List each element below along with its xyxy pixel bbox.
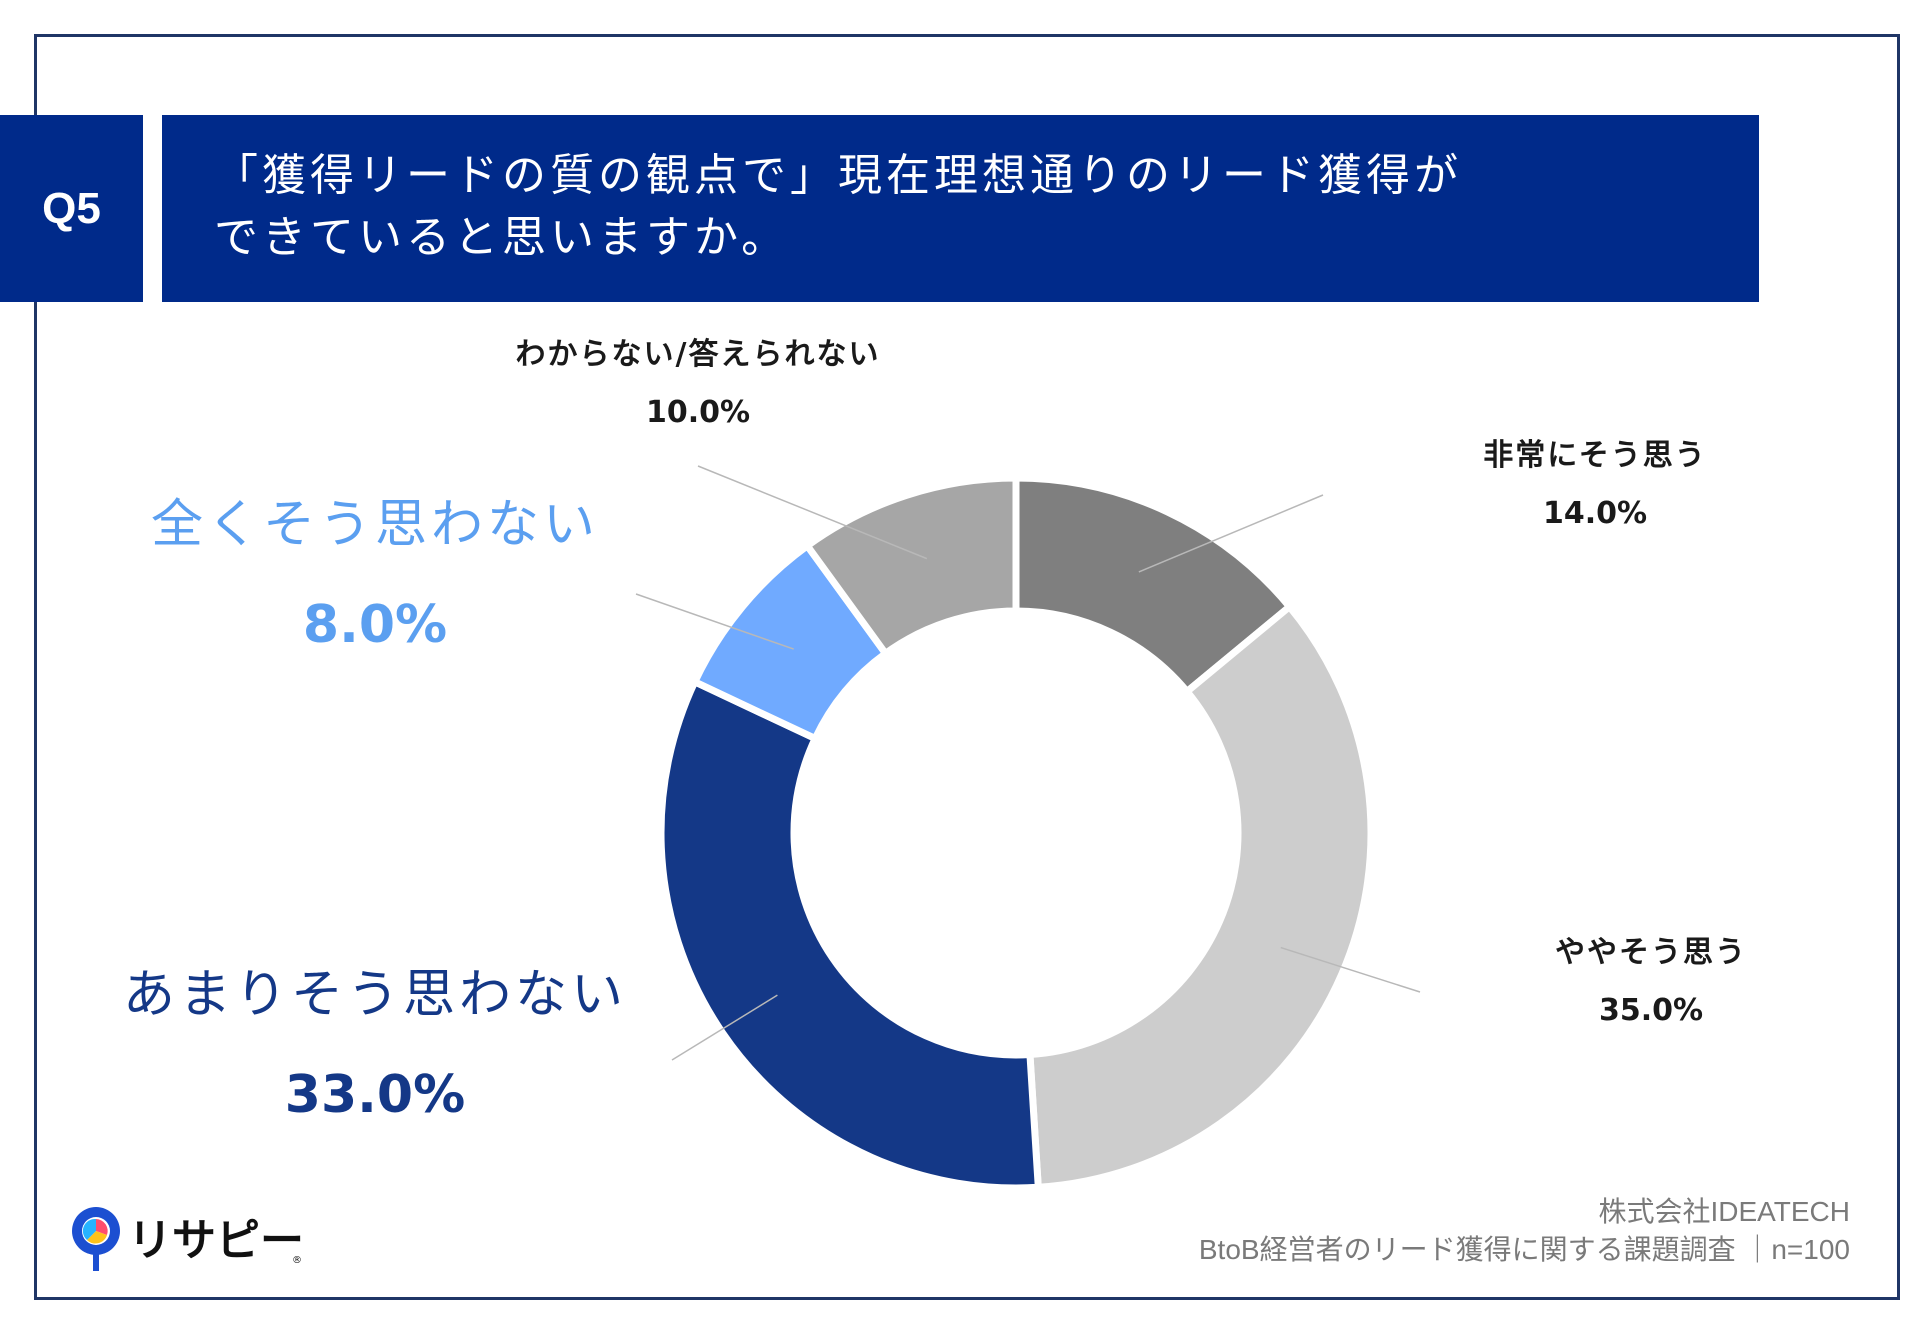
slice-category-label-3: あまりそう思わない xyxy=(123,965,627,1025)
leader-lines xyxy=(635,465,1421,1061)
leader-line-5 xyxy=(697,465,928,560)
risapy-logo: リサピー ® xyxy=(72,1207,304,1271)
slice-labels: 非常にそう思う 14.0% ややそう思う 35.0% あまりそう思わない 33.0% 全くそ… xyxy=(123,337,1747,1125)
question-title-line-2: できていると思いますか。 xyxy=(214,212,790,263)
slice-value-label-4: 8.0% xyxy=(303,595,447,655)
donut-slice-5 xyxy=(802,474,1020,659)
leader-line-2 xyxy=(1280,946,1421,993)
donut-slice-2 xyxy=(1026,601,1375,1192)
question-title-line-1: 「獲得リードの質の観点で」現在理想通りのリード獲得が xyxy=(214,150,1462,201)
slide-frame xyxy=(34,34,1900,1300)
slice-value-label-3: 33.0% xyxy=(285,1065,465,1125)
leader-line-4 xyxy=(635,593,794,650)
footer: 株式会社IDEATECH BtoB経営者のリード獲得に関する課題調査 ｜n=10… xyxy=(1199,1193,1850,1269)
footer-survey: BtoB経営者のリード獲得に関する課題調査 ｜n=100 xyxy=(1198,1234,1850,1265)
slice-category-label-5: わからない/答えられない xyxy=(516,337,881,372)
leader-line-1 xyxy=(1138,494,1324,573)
logo-pin-icon xyxy=(72,1207,120,1271)
question-number: Q5 xyxy=(0,115,143,302)
leader-line-3 xyxy=(671,994,778,1061)
footer-company: 株式会社IDEATECH xyxy=(1598,1196,1851,1227)
slice-category-label-4: 全くそう思わない xyxy=(151,495,599,555)
slice-category-label-2: ややそう思う xyxy=(1555,935,1747,970)
logo-registered-mark: ® xyxy=(292,1255,302,1266)
slice-category-label-1: 非常にそう思う xyxy=(1483,438,1706,473)
slice-value-label-1: 14.0% xyxy=(1543,496,1647,531)
donut-slice-3 xyxy=(657,677,1043,1192)
slice-value-label-2: 35.0% xyxy=(1599,993,1703,1028)
slice-value-label-5: 10.0% xyxy=(646,395,750,430)
logo-wordmark: リサピー xyxy=(128,1215,304,1266)
donut-slices xyxy=(657,474,1375,1192)
question-title: 「獲得リードの質の観点で」現在理想通りのリード獲得が できていると思いますか。 xyxy=(162,115,1759,302)
